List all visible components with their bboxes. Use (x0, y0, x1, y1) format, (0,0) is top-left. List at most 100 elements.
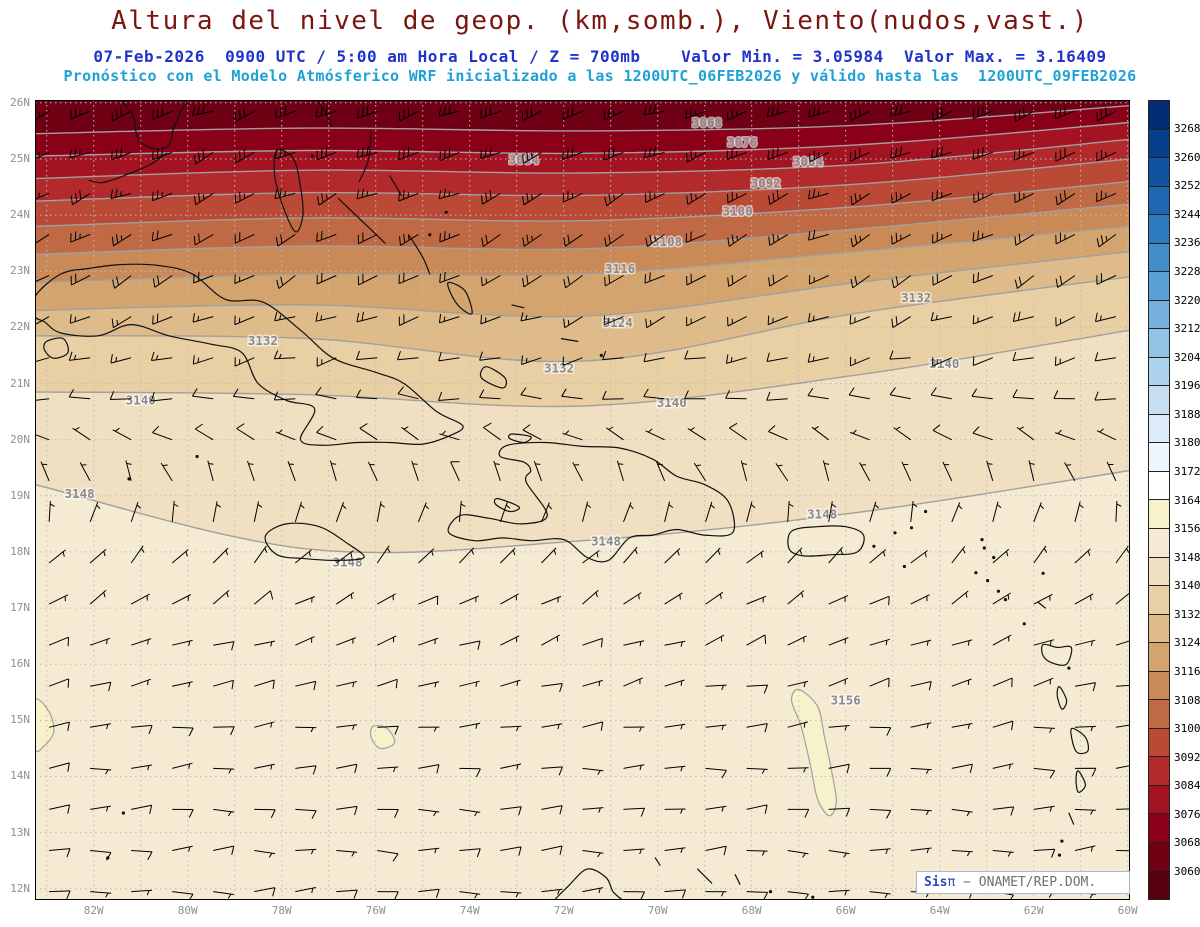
wind-barb (1115, 640, 1130, 646)
wind-barb (645, 191, 665, 203)
coastline (1075, 770, 1086, 793)
colorbar-tick-label: 3148 (1174, 550, 1200, 564)
wind-barb (172, 808, 194, 818)
wind-barb (131, 889, 153, 896)
wind-barb (1033, 805, 1055, 812)
wind-barb (664, 592, 683, 605)
wind-barb (1094, 352, 1116, 362)
wind-barb (316, 357, 337, 367)
wind-barb (336, 805, 358, 816)
wind-barb (951, 763, 973, 774)
coastline (337, 197, 386, 244)
contour-label: 3116 (605, 261, 635, 276)
wind-barb (438, 188, 460, 200)
wind-barb (295, 808, 317, 819)
wind-barb (1115, 545, 1130, 564)
wind-barb (582, 721, 604, 731)
wind-barb (295, 887, 316, 894)
wind-barb (295, 596, 316, 605)
wind-barb (972, 314, 993, 325)
wind-barb (541, 634, 561, 646)
wind-barb (604, 233, 624, 247)
coastline (493, 497, 521, 513)
island-dot (768, 890, 773, 894)
contour-label: 3148 (591, 533, 621, 548)
wind-barb (274, 188, 296, 200)
wind-barb (910, 722, 932, 729)
wind-barb (275, 233, 296, 247)
lon-tick-label: 60W (1117, 904, 1138, 917)
lat-tick-label: 25N (10, 151, 30, 165)
wind-barb (1054, 106, 1076, 120)
wind-barb (623, 726, 645, 732)
wind-barb (499, 501, 511, 523)
wind-barb (645, 428, 665, 441)
wind-barb (152, 313, 173, 325)
wind-barb (869, 848, 891, 854)
wind-barb (932, 357, 953, 367)
wind-barb (90, 891, 112, 898)
colorbar-tick-label: 3244 (1174, 207, 1200, 221)
wind-barb (787, 891, 809, 900)
wind-barb (931, 189, 952, 202)
wind-barb (336, 591, 355, 605)
wind-barb (849, 429, 870, 441)
wind-barb (684, 390, 706, 400)
colorbar-tick-label: 3252 (1174, 179, 1200, 193)
wind-barb (541, 723, 563, 730)
contour-label: 3140 (929, 356, 959, 371)
wind-barb (893, 426, 911, 441)
lon-tick-label: 80W (177, 904, 198, 917)
wind-barb (1055, 316, 1076, 327)
contour-label: 3084 (509, 152, 539, 167)
wind-barb (582, 637, 603, 648)
wind-barb (603, 147, 624, 161)
wind-barb (705, 684, 727, 691)
coastline (1056, 686, 1068, 710)
wind-barb (942, 461, 953, 482)
contour-label: 3148 (65, 486, 95, 501)
closed-contour-region (369, 724, 396, 750)
colorbar-tick-label: 3164 (1174, 493, 1200, 507)
colorbar-cell (1149, 586, 1169, 615)
wind-barb (705, 845, 727, 856)
wind-barb (767, 147, 788, 161)
wind-barb (932, 424, 953, 441)
wind-barb (112, 427, 132, 441)
wind-barb (315, 387, 337, 400)
wind-barb (125, 460, 132, 482)
wind-barb (172, 762, 193, 769)
wind-barb (1033, 726, 1055, 733)
wind-barb (418, 888, 440, 898)
wind-barb (729, 422, 747, 441)
wind-barb (850, 147, 870, 162)
contour-label: 3092 (751, 176, 781, 191)
wind-barb (35, 398, 50, 401)
wind-barb (450, 461, 460, 482)
colorbar-cell (1149, 300, 1169, 330)
wind-barb (623, 640, 645, 647)
wind-barb (541, 683, 563, 693)
wind-barb (273, 350, 296, 360)
wind-barb (90, 681, 112, 692)
colorbar-tick-label: 3076 (1174, 807, 1200, 821)
wind-barb (48, 721, 70, 731)
wind-barb (254, 679, 275, 689)
wind-barb (807, 353, 829, 363)
wind-barb (1014, 107, 1035, 122)
contour-line (35, 121, 1130, 157)
contour-line (35, 469, 1130, 554)
wind-barb (459, 595, 479, 605)
wind-barb (643, 104, 665, 116)
lat-tick-label: 20N (10, 432, 30, 446)
wind-barb (664, 889, 686, 899)
wind-barb (972, 147, 993, 160)
wind-barb (992, 634, 1012, 646)
wind-barb (951, 502, 963, 523)
wind-barb (693, 462, 707, 482)
wind-barb (273, 391, 296, 401)
coastline (479, 366, 508, 389)
wind-barb (152, 106, 173, 120)
wind-barb (213, 808, 235, 817)
wind-barb (70, 108, 91, 120)
